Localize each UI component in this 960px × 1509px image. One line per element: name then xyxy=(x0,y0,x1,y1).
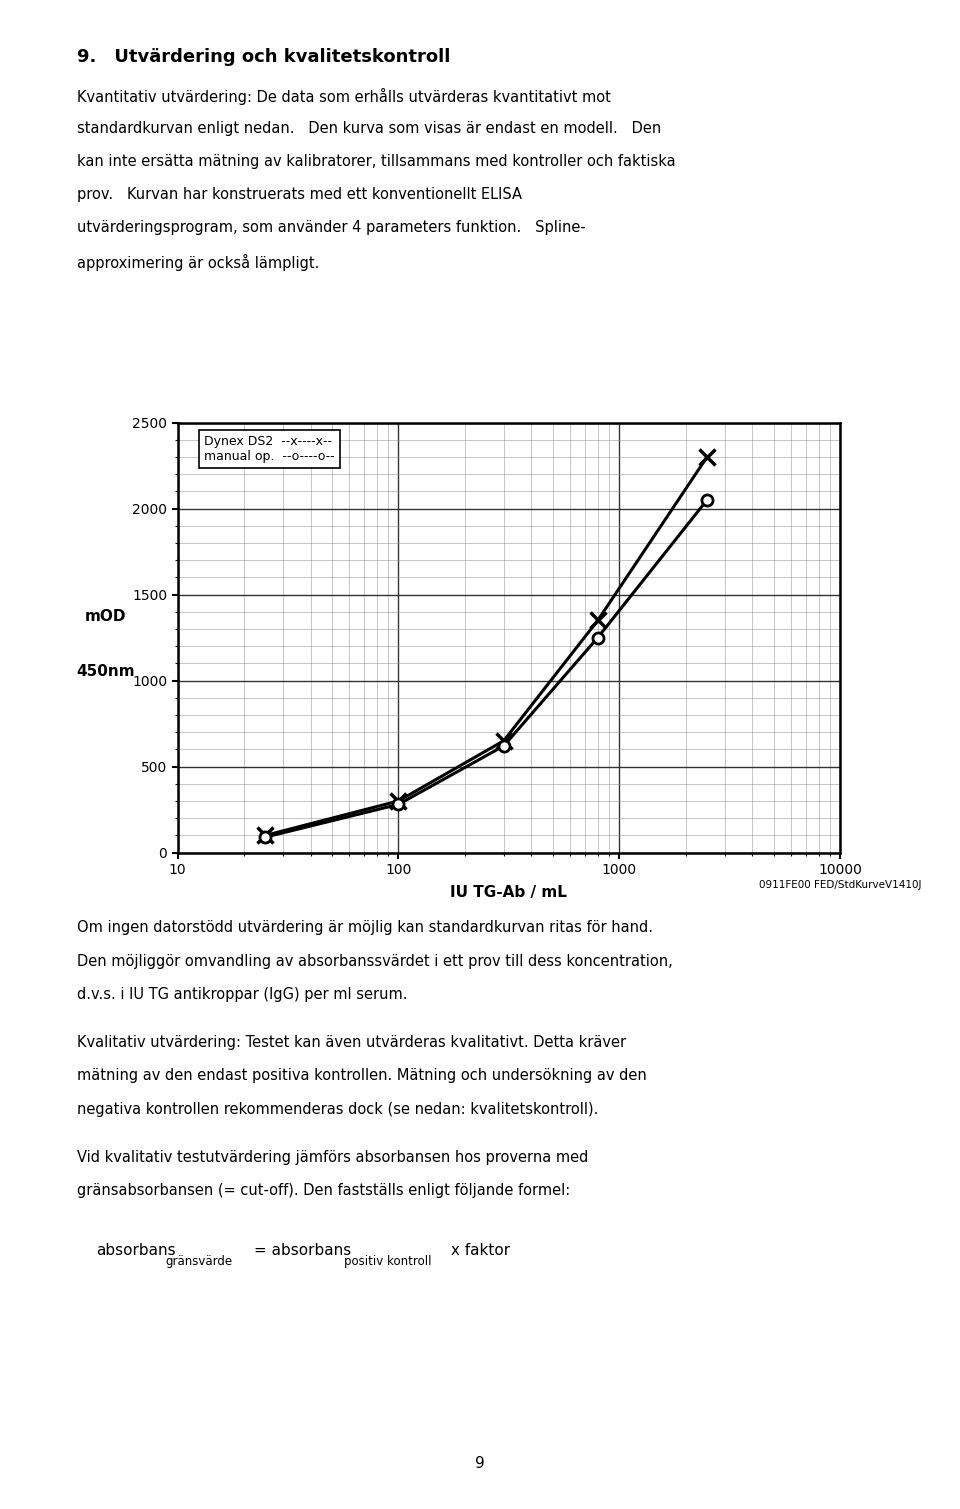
Text: positiv kontroll: positiv kontroll xyxy=(344,1255,431,1269)
Text: gränsvärde: gränsvärde xyxy=(165,1255,232,1269)
Text: Vid kvalitativ testutvärdering jämförs absorbansen hos proverna med: Vid kvalitativ testutvärdering jämförs a… xyxy=(77,1150,588,1165)
Text: d.v.s. i IU TG antikroppar (IgG) per ml serum.: d.v.s. i IU TG antikroppar (IgG) per ml … xyxy=(77,987,407,1002)
Text: x faktor: x faktor xyxy=(446,1243,511,1259)
X-axis label: IU TG-Ab / mL: IU TG-Ab / mL xyxy=(450,886,567,901)
Text: Den möjliggör omvandling av absorbanssvärdet i ett prov till dess koncentration,: Den möjliggör omvandling av absorbanssvä… xyxy=(77,954,673,969)
Text: 450nm: 450nm xyxy=(76,664,135,679)
Text: mätning av den endast positiva kontrollen. Mätning och undersökning av den: mätning av den endast positiva kontrolle… xyxy=(77,1068,646,1083)
Text: gränsabsorbansen (= cut-off). Den fastställs enligt följande formel:: gränsabsorbansen (= cut-off). Den fastst… xyxy=(77,1183,570,1198)
Text: prov.   Kurvan har konstruerats med ett konventionellt ELISA: prov. Kurvan har konstruerats med ett ko… xyxy=(77,187,522,202)
Text: approximering är också lämpligt.: approximering är också lämpligt. xyxy=(77,254,319,270)
Text: standardkurvan enligt nedan.   Den kurva som visas är endast en modell.   Den: standardkurvan enligt nedan. Den kurva s… xyxy=(77,121,661,136)
Text: negativa kontrollen rekommenderas dock (se nedan: kvalitetskontroll).: negativa kontrollen rekommenderas dock (… xyxy=(77,1102,598,1117)
Text: kan inte ersätta mätning av kalibratorer, tillsammans med kontroller och faktisk: kan inte ersätta mätning av kalibratorer… xyxy=(77,154,676,169)
Text: Om ingen datorstödd utvärdering är möjlig kan standardkurvan ritas för hand.: Om ingen datorstödd utvärdering är möjli… xyxy=(77,920,653,936)
Text: 9. Utvärdering och kvalitetskontroll: 9. Utvärdering och kvalitetskontroll xyxy=(77,48,450,66)
Text: utvärderingsprogram, som använder 4 parameters funktion.   Spline-: utvärderingsprogram, som använder 4 para… xyxy=(77,220,586,235)
Text: = absorbans: = absorbans xyxy=(254,1243,351,1259)
Text: Kvantitativ utvärdering: De data som erhålls utvärderas kvantitativt mot: Kvantitativ utvärdering: De data som erh… xyxy=(77,88,611,104)
Text: 0911FE00 FED/StdKurveV1410J: 0911FE00 FED/StdKurveV1410J xyxy=(759,880,922,890)
Text: mOD: mOD xyxy=(84,608,127,623)
Text: Dynex DS2  --x----x--
manual op.  --o----o--: Dynex DS2 --x----x-- manual op. --o----o… xyxy=(204,436,335,463)
Text: 9: 9 xyxy=(475,1456,485,1471)
Text: absorbans: absorbans xyxy=(96,1243,176,1259)
Text: Kvalitativ utvärdering: Testet kan även utvärderas kvalitativt. Detta kräver: Kvalitativ utvärdering: Testet kan även … xyxy=(77,1035,626,1050)
